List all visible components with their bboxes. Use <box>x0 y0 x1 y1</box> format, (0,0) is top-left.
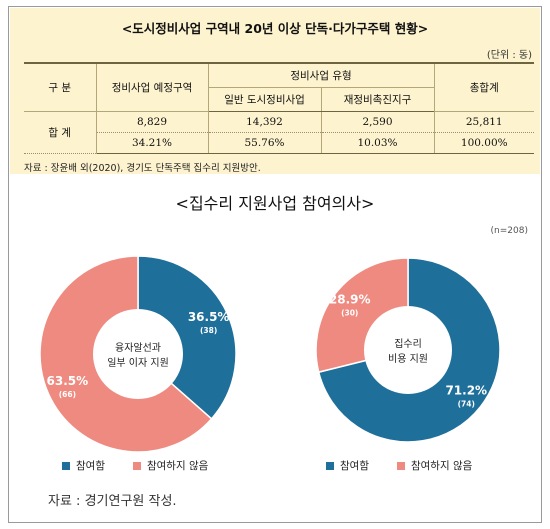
donut-center-label: 일부 이자 지원 <box>107 357 169 369</box>
header-total: 총합계 <box>433 62 534 112</box>
slice-count-label: (74) <box>458 400 475 409</box>
sample-size-label: (n=208) <box>490 226 528 236</box>
cell-share-planned: 34.21% <box>96 132 209 154</box>
table-panel: <도시정비사업 구역내 20년 이상 단독·다가구주택 현황> (단위 : 동)… <box>10 8 540 174</box>
table-title: <도시정비사업 구역내 20년 이상 단독·다가구주택 현황> <box>121 21 429 36</box>
legend-label-participate: 참여함 <box>76 460 105 472</box>
legend-swatch-participate <box>62 461 70 470</box>
slice-percent-label: 28.9% <box>329 292 371 306</box>
donut-hole <box>364 306 452 394</box>
legend-left: 참여함 참여하지 않음 <box>62 458 208 473</box>
header-general: 일반 도시정비사업 <box>208 87 322 112</box>
table-row-shares: 34.21% 55.76% 10.03% 100.00% <box>24 132 534 154</box>
pie-slice-participate <box>137 255 237 420</box>
legend-label-not-participate: 참여하지 않음 <box>146 460 209 472</box>
donut-center-label: 집수리 <box>394 338 422 350</box>
donut-center-label: 융자알선과 <box>115 342 161 354</box>
table-subheader-row: 일반 도시정비사업 재정비촉진지구 <box>24 87 534 112</box>
table-row-counts: 합 계 8,829 14,392 2,590 25,811 <box>24 111 534 154</box>
cell-count-promotion: 2,590 <box>320 111 435 133</box>
cell-share-general: 55.76% <box>207 132 322 154</box>
housing-table: 구 분 정비사업 예정구역 정비사업 유형 총합계 일반 도시정비사업 재정비촉… <box>24 62 534 154</box>
header-planned: 정비사업 예정구역 <box>95 62 209 112</box>
row-label-total: 합 계 <box>24 111 97 154</box>
donut-hole <box>93 309 183 399</box>
legend-label-participate: 참여함 <box>340 460 369 472</box>
header-promotion: 재정비촉진지구 <box>320 87 434 112</box>
header-type: 정비사업 유형 <box>207 62 435 88</box>
slice-count-label: (66) <box>59 390 76 399</box>
table-header-row: 구 분 정비사업 예정구역 정비사업 유형 총합계 <box>24 62 534 112</box>
chart-source: 자료 : 경기연구원 작성. <box>48 494 177 509</box>
cell-count-total: 25,811 <box>433 111 534 133</box>
cell-count-general: 14,392 <box>207 111 322 133</box>
table-source: 자료 : 장윤배 외(2020), 경기도 단독주택 집수리 지원방안. <box>24 163 261 174</box>
table-unit: (단위 : 동) <box>486 50 532 61</box>
slice-percent-label: 36.5% <box>188 310 230 324</box>
cell-count-planned: 8,829 <box>95 111 209 133</box>
legend-label-not-participate: 참여하지 않음 <box>410 460 473 472</box>
legend-swatch-not-participate <box>132 461 141 470</box>
slice-count-label: (38) <box>200 326 217 335</box>
chart-title: <집수리 지원사업 참여의사> <box>175 194 375 213</box>
slice-count-label: (30) <box>341 308 358 317</box>
legend-right: 참여함 참여하지 않음 <box>326 458 472 473</box>
legend-swatch-not-participate <box>396 461 405 470</box>
donut-center-label: 비용 지원 <box>388 353 428 365</box>
cell-share-promotion: 10.03% <box>320 132 435 154</box>
header-gubun: 구 분 <box>24 62 97 112</box>
slice-percent-label: 63.5% <box>47 374 89 388</box>
slice-percent-label: 71.2% <box>445 384 487 398</box>
legend-swatch-participate <box>326 461 334 470</box>
cell-share-total: 100.00% <box>433 132 534 154</box>
